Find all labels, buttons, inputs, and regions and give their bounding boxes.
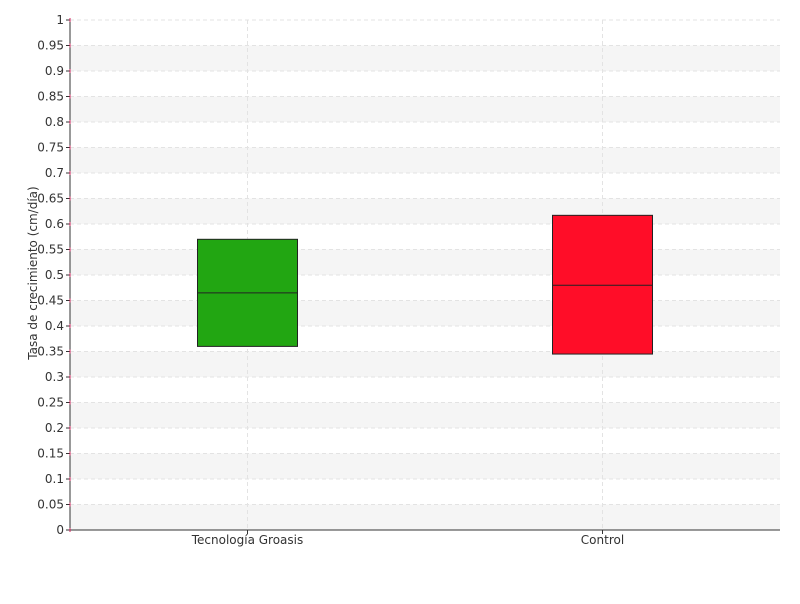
y-tick-label: 0.35: [37, 345, 64, 359]
grid-band: [70, 96, 780, 122]
grid-band: [70, 249, 780, 275]
y-tick-label: 0.9: [45, 64, 64, 78]
grid-band: [70, 504, 780, 530]
y-tick-label: 0.5: [45, 268, 64, 282]
grid-band: [70, 351, 780, 377]
y-tick-label: 0.85: [37, 90, 64, 104]
grid-band: [70, 45, 780, 71]
grid-band: [70, 300, 780, 326]
y-tick-label: 0.75: [37, 141, 64, 155]
y-tick-label: 0.4: [45, 319, 64, 333]
y-tick-label: 0.65: [37, 192, 64, 206]
y-tick-label: 0.6: [45, 217, 64, 231]
y-tick-label: 0.45: [37, 294, 64, 308]
y-tick-label: 0.7: [45, 166, 64, 180]
x-tick-label: Control: [581, 533, 624, 547]
y-tick-label: 0.05: [37, 498, 64, 512]
y-tick-label: 0: [56, 523, 64, 537]
y-tick-label: 0.3: [45, 370, 64, 384]
y-tick-label: 0.55: [37, 243, 64, 257]
x-tick-label: Tecnología Groasis: [191, 533, 304, 547]
y-tick-label: 0.15: [37, 447, 64, 461]
grid-band: [70, 453, 780, 479]
grid-band: [70, 402, 780, 428]
y-tick-label: 0.8: [45, 115, 64, 129]
box-control: [552, 214, 653, 355]
y-tick-label: 0.95: [37, 39, 64, 53]
y-axis-title: Tasa de crecimiento (cm/día): [26, 186, 40, 360]
y-tick-label: 1: [56, 13, 64, 27]
y-tick-label: 0.25: [37, 396, 64, 410]
y-tick-label: 0.1: [45, 472, 64, 486]
grid-band: [70, 147, 780, 173]
y-tick-label: 0.2: [45, 421, 64, 435]
grid-band: [70, 198, 780, 224]
